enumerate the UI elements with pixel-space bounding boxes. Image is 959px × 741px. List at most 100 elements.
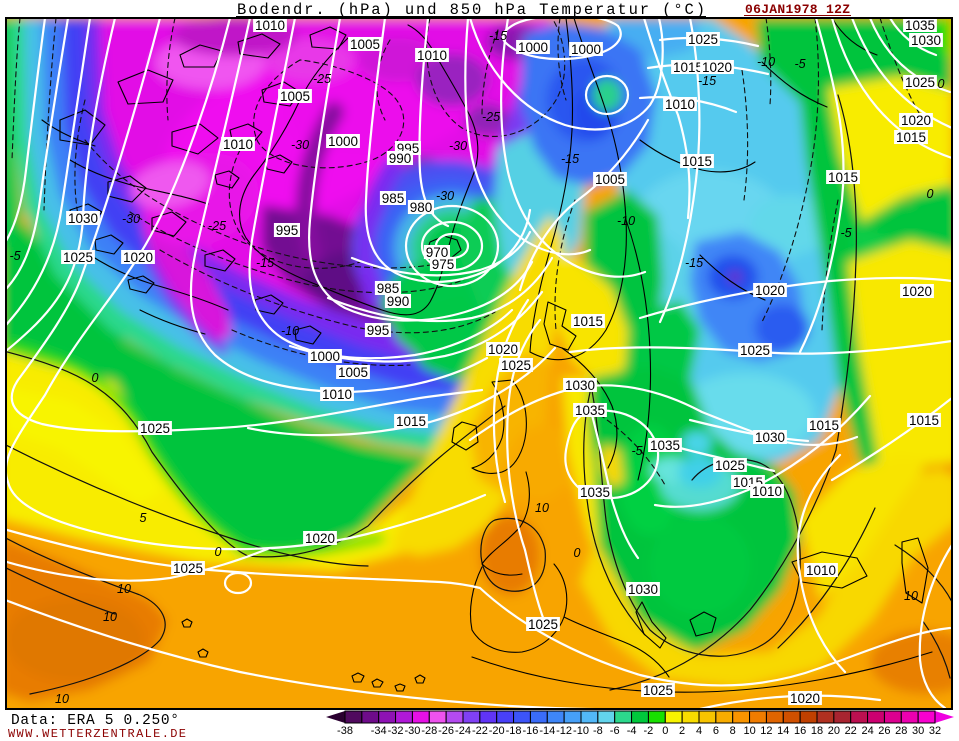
svg-text:1015: 1015 [673,60,703,75]
svg-text:-30: -30 [404,725,420,737]
svg-text:-5: -5 [9,249,20,263]
svg-text:-22: -22 [472,725,488,737]
svg-text:-8: -8 [593,725,603,737]
svg-text:1000: 1000 [518,40,548,55]
svg-text:-15: -15 [685,256,703,270]
svg-text:22: 22 [845,725,857,737]
svg-text:-30: -30 [122,212,140,226]
svg-text:-5: -5 [794,57,805,71]
svg-text:1030: 1030 [911,33,941,48]
svg-text:10: 10 [904,589,918,603]
svg-text:-15: -15 [698,74,716,88]
svg-text:28: 28 [895,725,907,737]
svg-text:-32: -32 [388,725,404,737]
svg-text:Bodendr. (hPa) und 850 hPa Tem: Bodendr. (hPa) und 850 hPa Temperatur (°… [237,1,705,19]
svg-text:-12: -12 [556,725,572,737]
svg-text:0: 0 [927,187,934,201]
svg-text:-10: -10 [617,214,635,228]
svg-text:18: 18 [811,725,823,737]
svg-text:-38: -38 [337,725,353,737]
svg-text:1010: 1010 [806,563,836,578]
svg-text:1025: 1025 [715,458,745,473]
svg-text:-10: -10 [573,725,589,737]
svg-text:1015: 1015 [682,154,712,169]
svg-text:2: 2 [679,725,685,737]
svg-text:-5: -5 [840,226,851,240]
svg-text:1015: 1015 [573,314,603,329]
svg-text:1025: 1025 [740,343,770,358]
svg-text:-14: -14 [539,725,555,737]
svg-text:970: 970 [426,245,449,260]
svg-text:1020: 1020 [488,342,518,357]
svg-text:1010: 1010 [223,137,253,152]
svg-text:5: 5 [140,511,147,525]
svg-text:1035: 1035 [580,485,610,500]
svg-text:1030: 1030 [68,211,98,226]
svg-text:8: 8 [730,725,736,737]
svg-text:1020: 1020 [702,60,732,75]
svg-text:1025: 1025 [140,421,170,436]
svg-text:20: 20 [828,725,840,737]
svg-text:-5: -5 [631,444,642,458]
svg-text:10: 10 [743,725,755,737]
svg-text:975: 975 [432,257,455,272]
svg-text:1015: 1015 [896,130,926,145]
svg-text:-4: -4 [627,725,637,737]
svg-text:-20: -20 [489,725,505,737]
svg-text:1005: 1005 [595,172,625,187]
svg-text:-15: -15 [561,152,579,166]
svg-text:-10: -10 [757,55,775,69]
svg-text:1020: 1020 [901,113,931,128]
svg-text:985: 985 [382,191,405,206]
svg-text:1020: 1020 [305,531,335,546]
svg-text:-28: -28 [421,725,437,737]
svg-text:-6: -6 [610,725,620,737]
svg-text:6: 6 [713,725,719,737]
svg-text:1010: 1010 [665,97,695,112]
svg-text:1010: 1010 [255,18,285,33]
svg-text:1015: 1015 [828,170,858,185]
svg-text:1015: 1015 [909,413,939,428]
svg-text:1015: 1015 [809,418,839,433]
svg-text:1015: 1015 [396,414,426,429]
svg-text:1005: 1005 [338,365,368,380]
svg-text:1010: 1010 [752,484,782,499]
svg-text:1030: 1030 [628,582,658,597]
svg-text:985: 985 [377,281,400,296]
svg-text:-30: -30 [291,138,309,152]
svg-text:995: 995 [276,223,299,238]
svg-text:995: 995 [367,323,390,338]
svg-text:-15: -15 [256,256,274,270]
svg-text:1000: 1000 [310,349,340,364]
svg-text:1000: 1000 [328,134,358,149]
svg-text:-24: -24 [455,725,471,737]
svg-text:Data: ERA 5 0.250°: Data: ERA 5 0.250° [11,713,179,729]
svg-text:-30: -30 [449,139,467,153]
svg-text:32: 32 [929,725,941,737]
svg-text:-2: -2 [644,725,654,737]
svg-text:1025: 1025 [528,617,558,632]
svg-text:-26: -26 [438,725,454,737]
svg-text:10: 10 [117,582,131,596]
svg-text:1025: 1025 [905,75,935,90]
svg-text:1030: 1030 [565,378,595,393]
svg-text:10: 10 [55,692,69,706]
svg-text:990: 990 [387,294,410,309]
svg-text:-16: -16 [522,725,538,737]
svg-text:4: 4 [696,725,702,737]
svg-text:0: 0 [938,77,945,91]
svg-text:10: 10 [103,610,117,624]
svg-text:-25: -25 [208,219,226,233]
svg-text:-10: -10 [281,324,299,338]
svg-text:1035: 1035 [650,438,680,453]
svg-text:990: 990 [389,151,412,166]
svg-text:1005: 1005 [280,89,310,104]
svg-text:1025: 1025 [688,32,718,47]
svg-text:-18: -18 [506,725,522,737]
svg-text:1025: 1025 [643,683,673,698]
svg-text:1010: 1010 [322,387,352,402]
svg-text:980: 980 [410,200,433,215]
svg-text:1035: 1035 [575,403,605,418]
svg-text:-25: -25 [482,110,500,124]
svg-text:-30: -30 [436,189,454,203]
